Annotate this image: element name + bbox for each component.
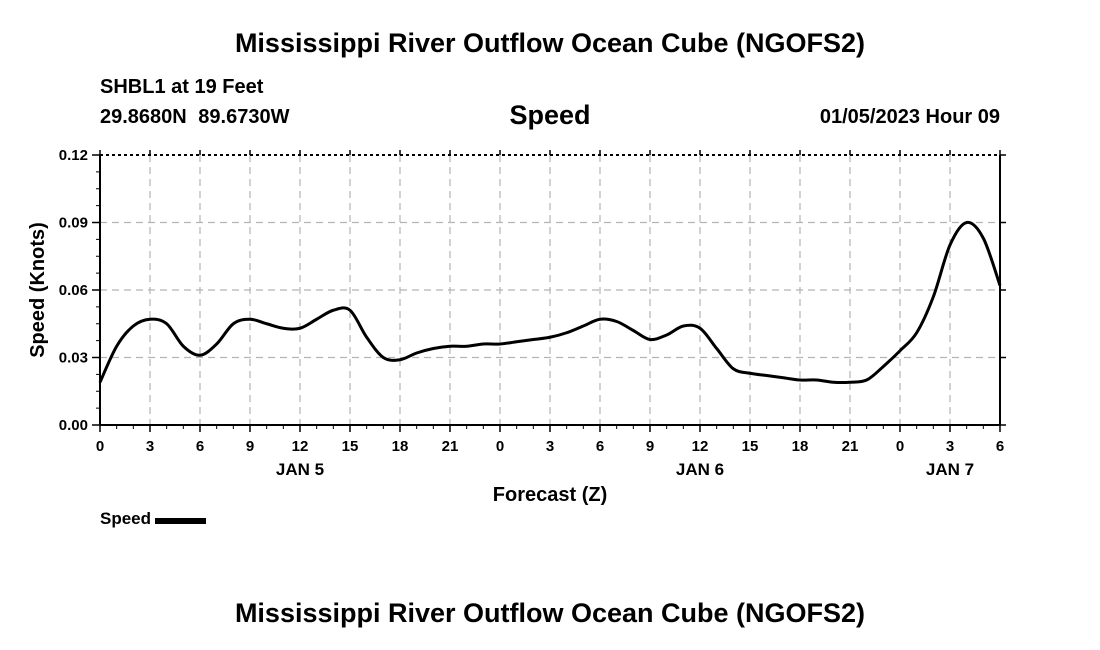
x-tick-label: 6 xyxy=(196,438,204,455)
y-tick-label: 0.06 xyxy=(59,282,88,299)
y-tick-label: 0.00 xyxy=(59,417,88,434)
x-tick-label: 15 xyxy=(342,438,359,455)
y-tick-label: 0.12 xyxy=(59,147,88,164)
x-tick-label: 0 xyxy=(896,438,904,455)
x-tick-label: 12 xyxy=(292,438,309,455)
x-tick-label: 18 xyxy=(792,438,809,455)
x-tick-label: 21 xyxy=(442,438,459,455)
forecast-datetime: 01/05/2023 Hour 09 xyxy=(819,106,1000,128)
date-label: JAN 6 xyxy=(676,460,724,479)
x-tick-label: 3 xyxy=(546,438,554,455)
station-label: SHBL1 at 19 Feet xyxy=(100,76,264,98)
legend: Speed xyxy=(100,509,207,529)
date-label: JAN 5 xyxy=(276,460,324,479)
x-tick-label: 0 xyxy=(96,438,104,455)
y-axis-title: Speed (Knots) xyxy=(27,222,49,358)
x-tick-label: 9 xyxy=(646,438,654,455)
x-tick-label: 12 xyxy=(692,438,709,455)
x-tick-label: 6 xyxy=(996,438,1004,455)
station-coordinates: 29.8680N 89.6730W xyxy=(100,106,290,128)
x-axis-title: Forecast (Z) xyxy=(493,484,607,506)
x-tick-label: 9 xyxy=(246,438,254,455)
second-chart-title: Mississippi River Outflow Ocean Cube (NG… xyxy=(234,598,866,628)
y-tick-label: 0.09 xyxy=(59,215,88,232)
speed-series-line xyxy=(98,220,1002,385)
y-tick-label: 0.03 xyxy=(59,350,88,367)
legend-line-swatch xyxy=(155,517,207,524)
date-label: JAN 7 xyxy=(926,460,974,479)
x-tick-label: 18 xyxy=(392,438,409,455)
x-tick-label: 0 xyxy=(496,438,504,455)
x-tick-label: 6 xyxy=(596,438,604,455)
x-tick-label: 3 xyxy=(146,438,154,455)
x-tick-label: 15 xyxy=(742,438,759,455)
x-tick-label: 21 xyxy=(842,438,859,455)
plot-title: Speed xyxy=(509,100,591,130)
x-tick-label: 3 xyxy=(946,438,954,455)
legend-label: Speed xyxy=(100,509,152,528)
chart-main-title: Mississippi River Outflow Ocean Cube (NG… xyxy=(234,28,866,58)
